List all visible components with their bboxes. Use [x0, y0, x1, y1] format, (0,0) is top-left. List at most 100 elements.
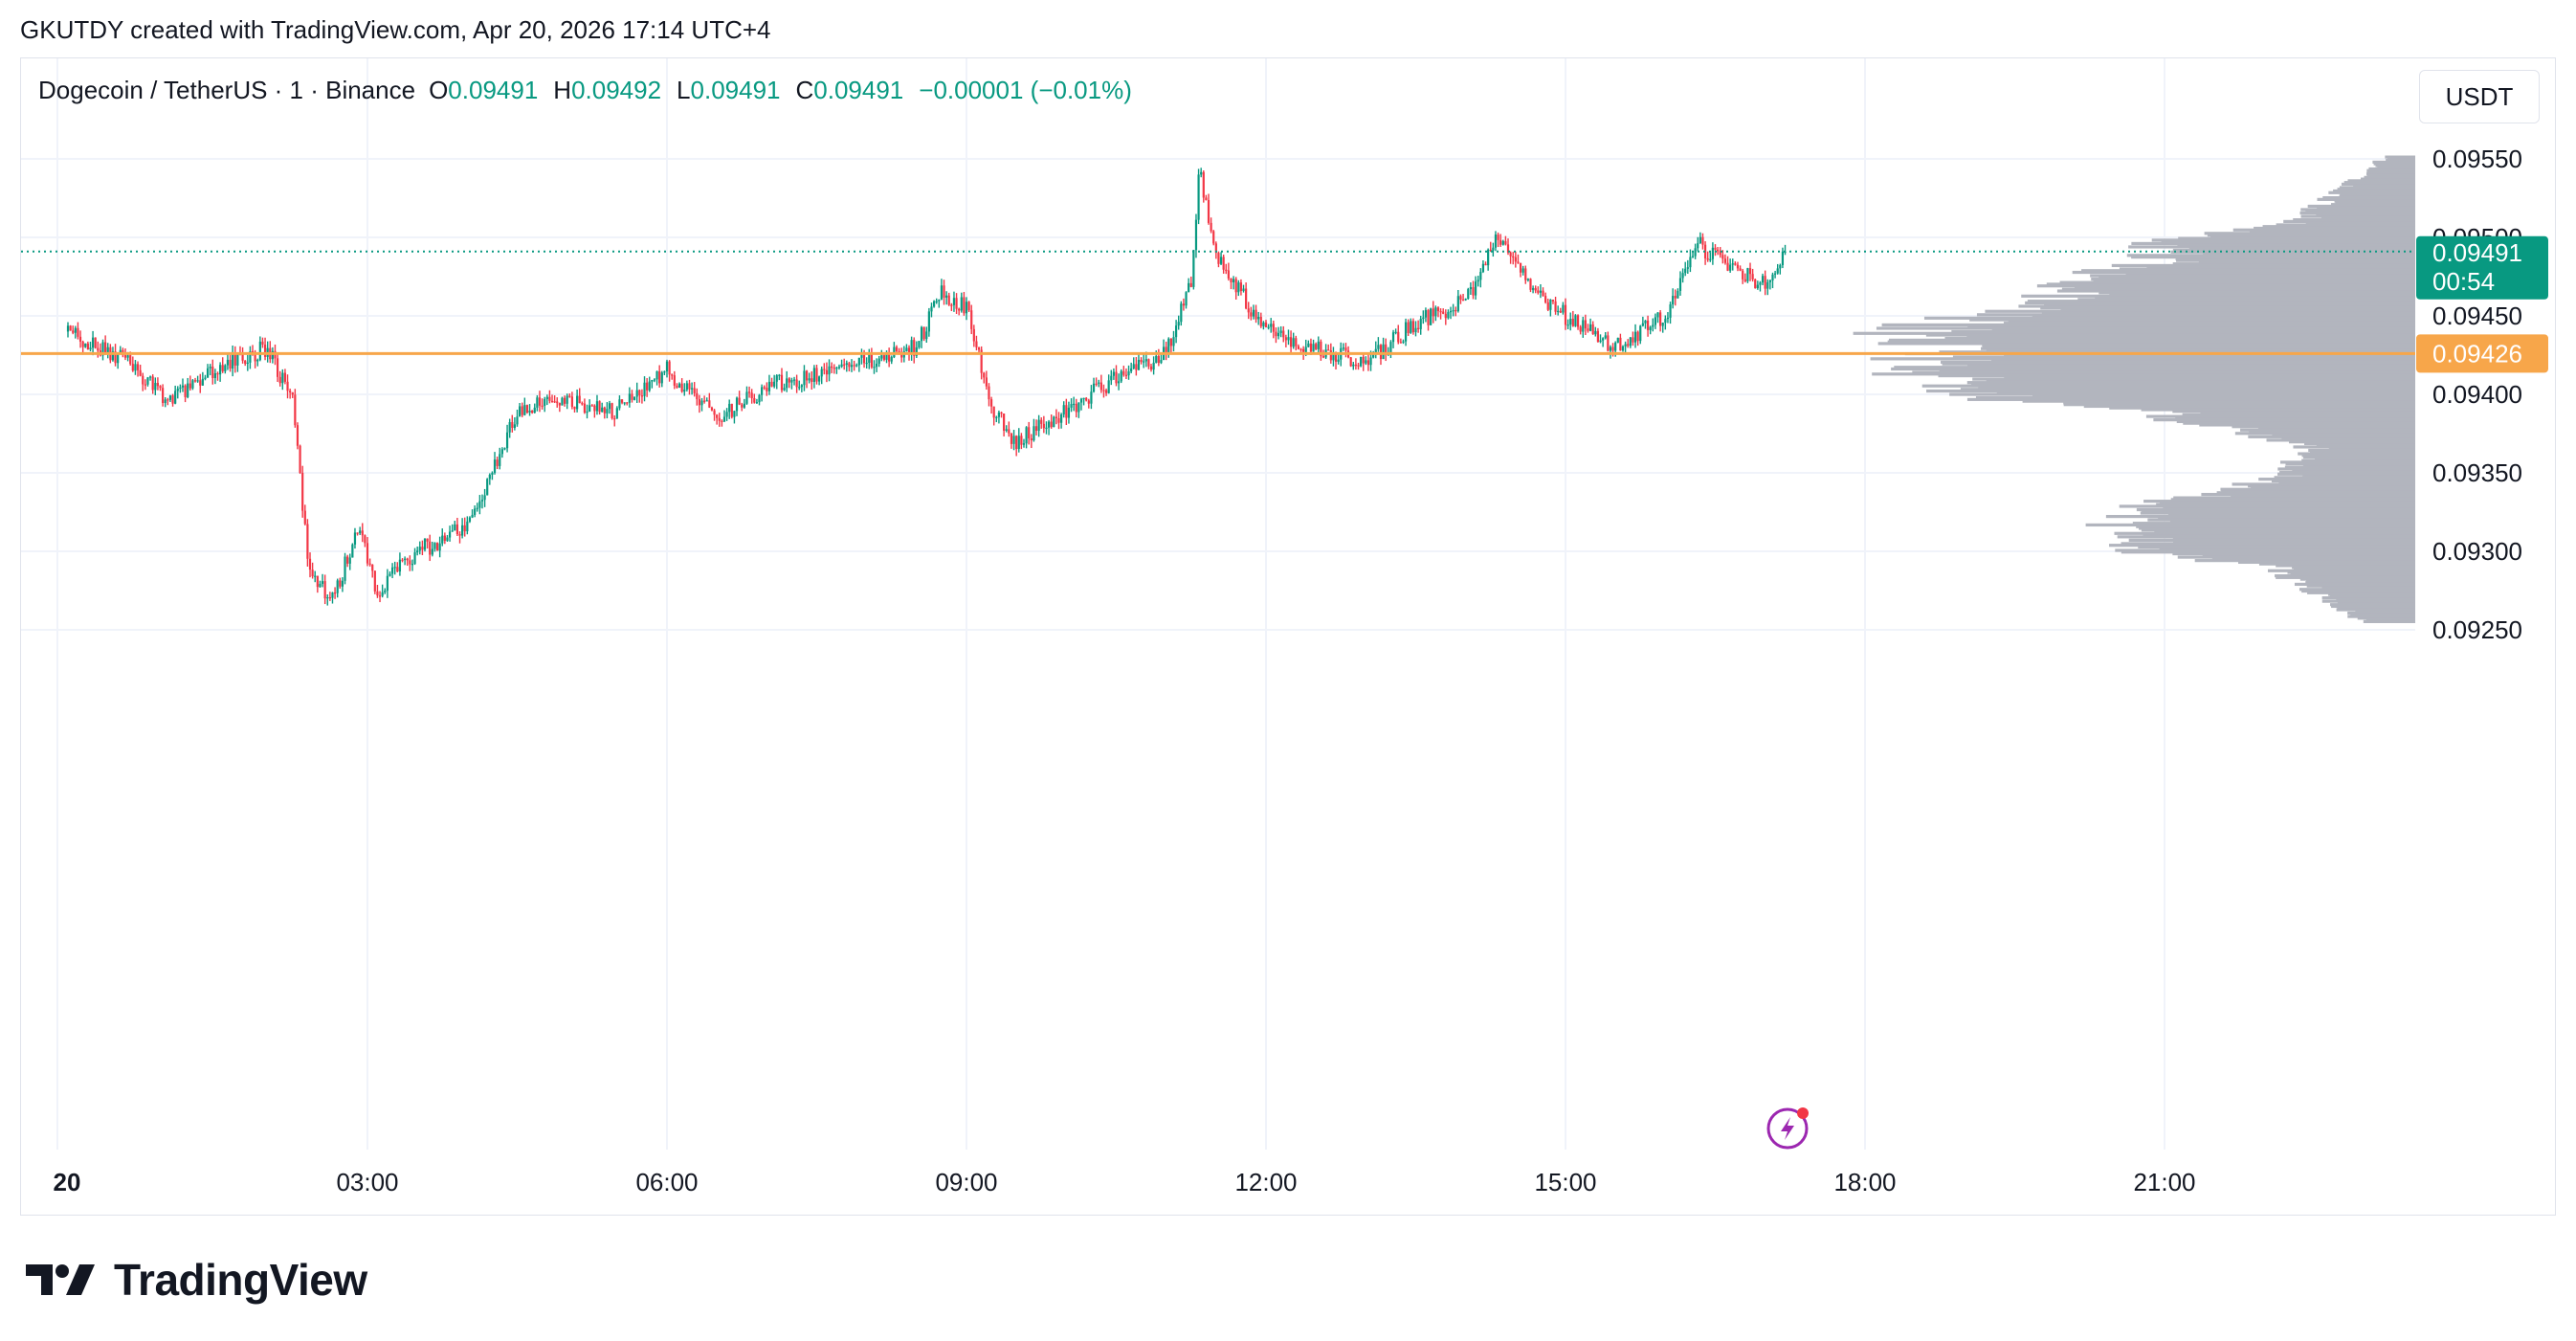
candle-body — [219, 365, 222, 375]
volume-profile-bar — [2188, 247, 2415, 251]
candle-body — [323, 581, 326, 599]
candle-body — [1464, 299, 1467, 301]
lightning-bolt-icon[interactable] — [1766, 1107, 1809, 1150]
candle-body — [344, 556, 346, 581]
candle-body — [665, 361, 669, 372]
volume-profile-bar — [2339, 194, 2415, 198]
volume-profile-bar — [2276, 223, 2415, 227]
candle-body — [1636, 331, 1639, 342]
candle-body — [1562, 304, 1565, 313]
candle-body — [1087, 400, 1090, 404]
volume-profile-bar — [2200, 411, 2415, 415]
candle-body — [1492, 247, 1495, 251]
volume-profile-bar — [2154, 529, 2415, 534]
candle-body — [750, 392, 753, 399]
candle-body — [1497, 235, 1499, 240]
volume-profile-bar — [1972, 377, 2415, 381]
open-label: O — [429, 76, 449, 104]
candle-body — [1484, 263, 1487, 266]
volume-profile-bar — [2139, 526, 2415, 530]
volume-profile-bar — [2337, 606, 2415, 610]
candle-body — [1684, 268, 1687, 274]
candle-body — [680, 383, 683, 392]
candle-body — [1534, 288, 1537, 291]
candle-body — [1407, 322, 1410, 333]
candle-body — [1157, 355, 1160, 364]
candle-body — [1200, 171, 1203, 175]
candle-body — [728, 403, 731, 413]
candle-body — [1717, 249, 1720, 252]
candle-body — [885, 352, 888, 360]
candle-body — [1714, 247, 1717, 250]
candle-body — [1075, 403, 1077, 413]
tradingview-brand[interactable]: TradingView — [26, 1254, 367, 1306]
time-axis-label: 18:00 — [1833, 1168, 1896, 1196]
volume-profile-bar — [2240, 428, 2415, 432]
volume-profile-bar — [2145, 414, 2415, 418]
poc-badge-bg — [2416, 334, 2548, 373]
candle-body — [1185, 292, 1188, 306]
symbol-title[interactable]: Dogecoin / TetherUS · 1 · Binance — [38, 76, 416, 104]
candle-body — [703, 400, 706, 402]
candle-body — [496, 459, 499, 466]
volume-profile-bar — [2316, 212, 2415, 216]
volume-profile-bar — [2198, 260, 2415, 264]
candle-body — [86, 343, 89, 350]
volume-profile-bar — [1891, 367, 2415, 371]
volume-profile-bar — [2328, 592, 2415, 596]
volume-profile-bar — [2340, 192, 2415, 196]
candle-body — [1537, 290, 1540, 293]
candle-body — [965, 302, 968, 314]
chart-pane[interactable]: 0.095500.095000.094500.094000.093500.093… — [20, 57, 2556, 1216]
volume-profile-bar — [2172, 537, 2415, 541]
candle-body — [301, 473, 304, 511]
candle-body — [1352, 364, 1355, 367]
candle-body — [1279, 330, 1282, 333]
volume-profile-bar — [2275, 573, 2415, 578]
volume-profile-bar — [2293, 445, 2415, 449]
volume-profile-bar — [1876, 326, 2415, 330]
candle-body — [1442, 311, 1445, 314]
candle-body — [1579, 326, 1582, 332]
candle-body — [940, 285, 944, 301]
volume-profile-bar — [1951, 329, 2415, 334]
volume-profile-bar — [2301, 589, 2415, 593]
volume-profile-bar — [2377, 166, 2415, 169]
candle-body — [1212, 231, 1215, 244]
candle-body — [461, 525, 464, 536]
candle-body — [1277, 332, 1280, 337]
candle-body — [862, 354, 866, 364]
candle-body — [1327, 349, 1330, 351]
candle-body — [1611, 346, 1614, 351]
price-chart[interactable]: 0.095500.095000.094500.094000.093500.093… — [21, 58, 2556, 1216]
candle-body — [78, 336, 82, 342]
volume-profile-bar — [2267, 569, 2415, 572]
candle-body — [536, 397, 539, 408]
candle-body — [989, 399, 993, 407]
volume-profile-bar — [2125, 272, 2415, 276]
volume-profile-bar — [1985, 309, 2415, 313]
volume-profile-bar — [2131, 255, 2415, 259]
candle-body — [378, 595, 382, 597]
candle-body — [1372, 353, 1375, 358]
candle-body — [913, 340, 916, 356]
currency-unit-button[interactable]: USDT — [2419, 70, 2540, 123]
candle-body — [1546, 302, 1549, 310]
volume-profile-bar — [2032, 314, 2415, 319]
candle-body — [1169, 338, 1172, 346]
volume-profile-bar — [2182, 413, 2415, 416]
volume-profile-bar — [1978, 386, 2415, 390]
candle-body — [216, 373, 219, 375]
candle-body — [373, 570, 376, 592]
candle-body — [631, 393, 633, 400]
candle-body — [761, 387, 764, 395]
candle-body — [1661, 323, 1664, 326]
candle-body — [224, 365, 227, 371]
candle-body — [409, 560, 411, 565]
candle-body — [1115, 371, 1118, 384]
candle-body — [1085, 397, 1088, 401]
candle-body — [753, 398, 756, 403]
candle-body — [443, 535, 446, 541]
price-axis-label: 0.09250 — [2432, 615, 2522, 644]
candle-body — [1137, 359, 1141, 370]
